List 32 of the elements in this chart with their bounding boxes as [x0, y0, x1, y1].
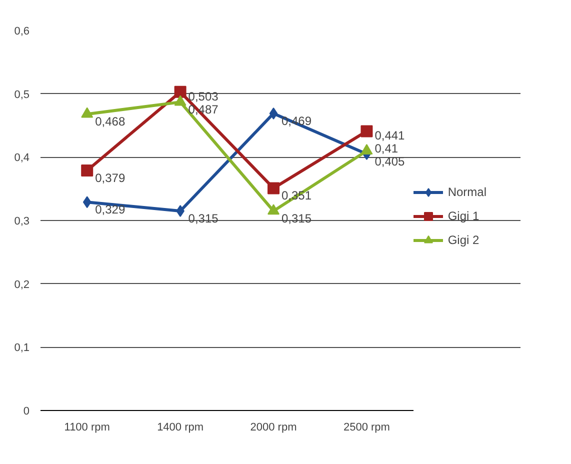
x-tick-label: 1100 rpm — [64, 422, 110, 434]
data-label: 0,41 — [374, 142, 398, 156]
data-label: 0,329 — [95, 202, 126, 217]
data-label: 0,441 — [374, 128, 406, 142]
point — [360, 125, 373, 138]
data-label: 0,468 — [95, 114, 126, 129]
point — [268, 204, 280, 215]
point — [176, 205, 184, 217]
point — [81, 107, 94, 118]
legend-label: Normal — [448, 185, 486, 200]
point — [269, 107, 278, 120]
y-tick-label: 0,5 — [14, 88, 30, 101]
y-tick-label: 0 — [23, 406, 30, 418]
y-tick-label: 0,2 — [14, 278, 30, 291]
point — [174, 95, 186, 106]
x-tick-label: 2000 rpm — [250, 422, 297, 434]
point — [268, 182, 280, 194]
legend-label: Gigi 2 — [448, 233, 480, 248]
x-tick-label: 2500 rpm — [343, 422, 390, 434]
legend-label: Gigi 1 — [448, 209, 480, 224]
point — [82, 196, 92, 208]
point — [81, 164, 94, 176]
x-tick-label: 1400 rpm — [157, 422, 204, 434]
data-label: 0,503 — [188, 90, 219, 104]
y-tick-label: 0,3 — [14, 216, 30, 228]
y-tick-label: 0,4 — [14, 152, 30, 164]
y-tick-label: 0,6 — [14, 26, 30, 38]
data-label: 0,379 — [95, 170, 126, 185]
y-tick-label: 0,1 — [14, 342, 30, 354]
data-label: 0,405 — [374, 154, 406, 168]
point — [360, 144, 373, 155]
point — [174, 86, 186, 98]
